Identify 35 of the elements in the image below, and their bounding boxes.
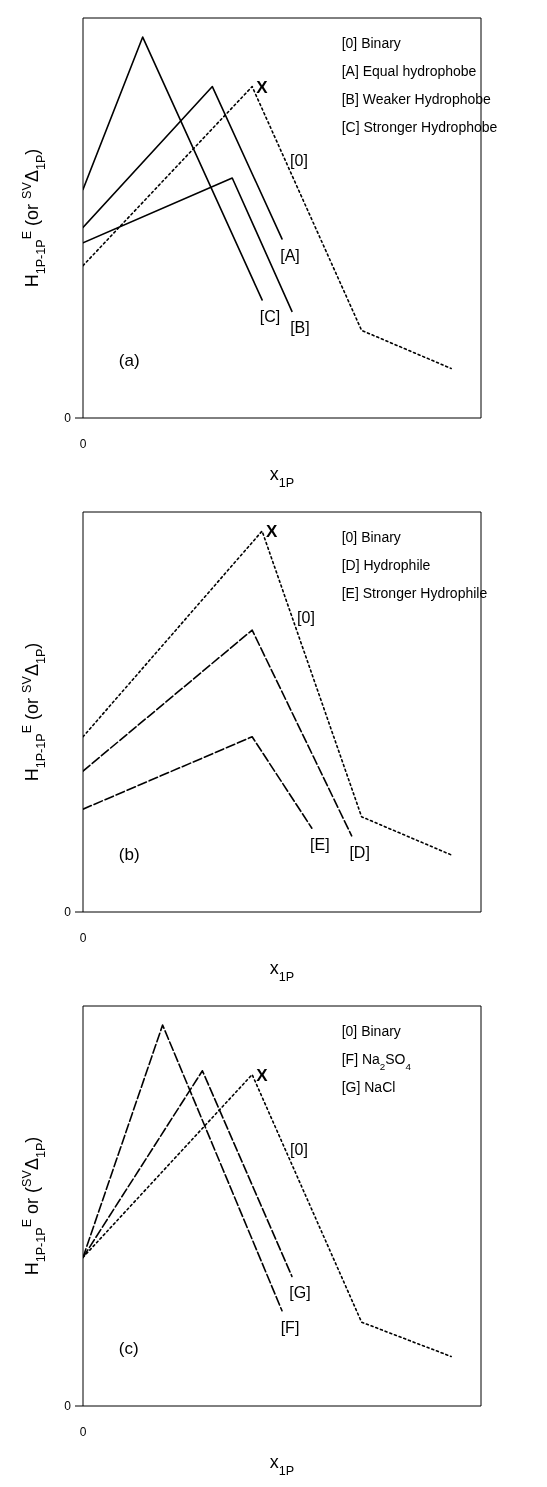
annotation: (c) [118,1339,139,1358]
annotation: X [256,1065,269,1085]
annotation: [D] Hydrophile [341,557,431,573]
annotation: [0] Binary [341,529,401,545]
annotation: [0] Binary [341,1023,401,1039]
annotation: [A] Equal hydrophobe [341,63,477,79]
series-label: [G] [289,1284,311,1302]
annotation: [G] NaCl [341,1079,396,1095]
annotation: [0] Binary [341,35,401,51]
series-label: [B] [290,319,310,337]
annotation: X [266,522,279,542]
series-label: [F] [280,1318,300,1336]
annotation: (a) [118,351,140,370]
annotation: X [256,77,269,97]
text: 0 [64,905,72,919]
text: 0 [79,437,87,451]
text: 0 [64,1399,72,1413]
series-label: [D] [349,843,370,861]
series-label: [A] [280,246,300,264]
x-axis-title: x$_{1P}$ [269,464,295,490]
series-label: [0] [290,151,308,169]
annotation: (b) [118,845,140,864]
text: 0 [64,411,72,425]
annotation: [B] Weaker Hydrophobe [341,91,492,107]
series-label: [0] [290,1140,308,1158]
x-axis-title: x$_{1P}$ [269,1452,295,1478]
series-label: [0] [297,608,315,626]
series-label: [C] [259,307,281,325]
annotation: [F] Na$_{2}$SO$_{4}$ [341,1051,412,1072]
text: 0 [79,931,87,945]
series-label: [E] [310,836,330,854]
text: 0 [79,1425,87,1439]
x-axis-title: x$_{1P}$ [269,958,295,984]
annotation: [E] Stronger Hydrophile [341,585,488,601]
annotation: [C] Stronger Hydrophobe [341,119,498,135]
